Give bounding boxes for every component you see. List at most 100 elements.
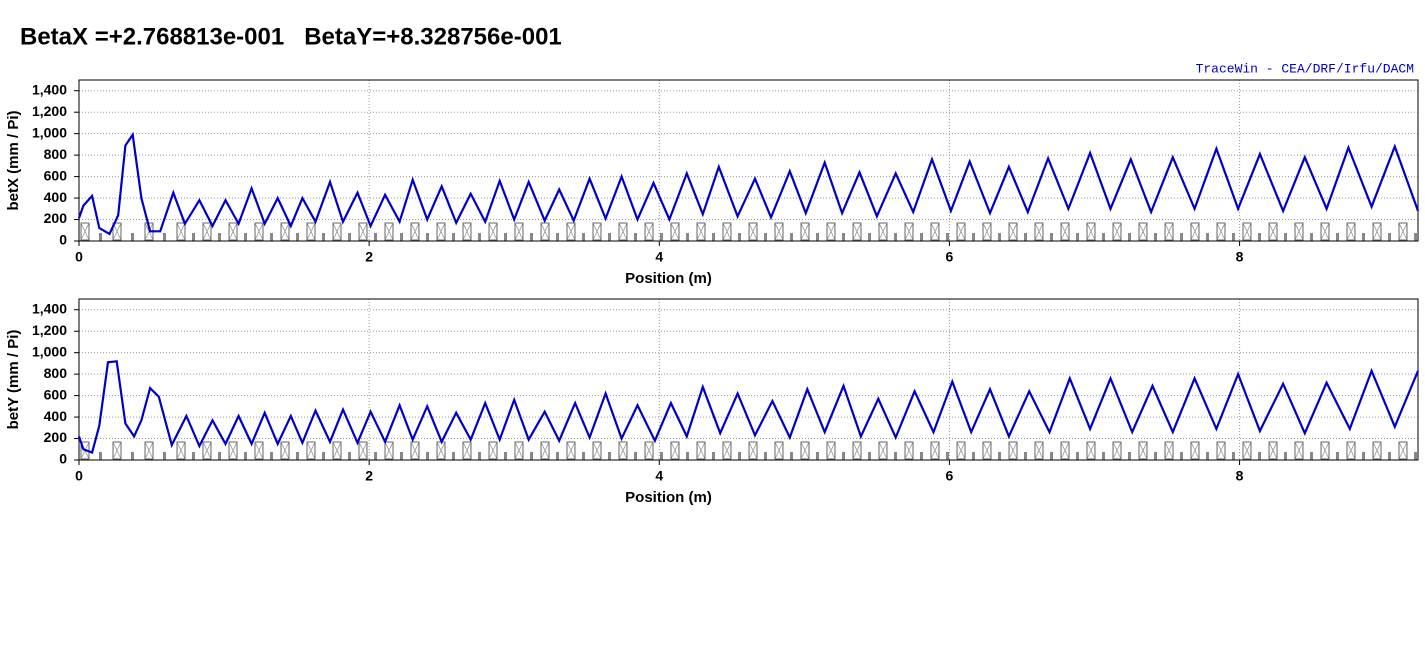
element-bar — [1284, 233, 1287, 241]
element-bar — [894, 233, 897, 241]
element-bar — [322, 452, 325, 460]
element-bar — [842, 452, 845, 460]
element-cross — [410, 441, 420, 460]
element-cross — [592, 441, 602, 460]
element-cross — [1320, 222, 1330, 241]
element-cross — [332, 441, 342, 460]
element-cross — [144, 222, 154, 241]
element-bar — [218, 233, 221, 241]
element-cross — [618, 222, 628, 241]
x-tick-label: 2 — [365, 249, 373, 265]
element-cross — [852, 441, 862, 460]
element-cross — [1346, 441, 1356, 460]
element-bar — [270, 233, 273, 241]
element-bar — [1310, 452, 1313, 460]
y-tick-label: 200 — [44, 429, 68, 445]
element-bar — [192, 452, 195, 460]
y-axis-label: betX (mm / Pi) — [5, 110, 22, 210]
element-bar — [244, 233, 247, 241]
element-bar — [1050, 233, 1053, 241]
element-cross — [930, 441, 940, 460]
element-bar — [660, 452, 663, 460]
element-bar — [131, 233, 134, 241]
element-cross — [1190, 222, 1200, 241]
element-cross — [670, 222, 680, 241]
element-bar — [868, 452, 871, 460]
element-bar — [556, 233, 559, 241]
y-tick-label: 1,000 — [32, 343, 67, 359]
element-cross — [332, 222, 342, 241]
element-cross — [800, 441, 810, 460]
element-cross — [982, 441, 992, 460]
element-bar — [1180, 233, 1183, 241]
element-cross — [618, 441, 628, 460]
element-bar — [1336, 452, 1339, 460]
y-tick-label: 800 — [44, 365, 68, 381]
element-bar — [1258, 452, 1261, 460]
element-cross — [566, 441, 576, 460]
element-bar — [1414, 452, 1417, 460]
element-cross — [904, 441, 914, 460]
element-cross — [1086, 222, 1096, 241]
plot-frame — [78, 298, 1419, 461]
element-cross — [1216, 441, 1226, 460]
element-bar — [131, 452, 134, 460]
data-line — [77, 360, 1420, 454]
element-bar — [842, 233, 845, 241]
element-bar — [504, 233, 507, 241]
x-axis-label: Position (m) — [625, 489, 712, 506]
element-cross — [280, 222, 290, 241]
element-cross — [1138, 222, 1148, 241]
element-bar — [816, 452, 819, 460]
element-cross — [1060, 222, 1070, 241]
element-cross — [228, 441, 238, 460]
element-bar — [1128, 452, 1131, 460]
element-bar — [1024, 233, 1027, 241]
element-bar — [738, 452, 741, 460]
element-cross — [1242, 441, 1252, 460]
element-cross — [1320, 441, 1330, 460]
element-cross — [80, 222, 90, 241]
element-bar — [322, 233, 325, 241]
element-cross — [306, 441, 316, 460]
element-cross — [1216, 222, 1226, 241]
data-line — [77, 131, 1420, 236]
x-tick-label: 2 — [365, 468, 373, 484]
element-bar — [660, 233, 663, 241]
element-bar — [1154, 452, 1157, 460]
element-bar — [374, 233, 377, 241]
element-cross — [306, 222, 316, 241]
element-cross — [748, 441, 758, 460]
element-cross — [982, 222, 992, 241]
element-cross — [228, 222, 238, 241]
element-cross — [488, 441, 498, 460]
element-bar — [452, 233, 455, 241]
element-cross — [748, 222, 758, 241]
element-bar — [452, 452, 455, 460]
element-cross — [722, 222, 732, 241]
element-bar — [192, 233, 195, 241]
element-bar — [163, 452, 166, 460]
element-bar — [1154, 233, 1157, 241]
element-cross — [852, 222, 862, 241]
element-cross — [1112, 441, 1122, 460]
element-cross — [254, 222, 264, 241]
element-bar — [1362, 233, 1365, 241]
element-bar — [816, 233, 819, 241]
x-tick-label: 0 — [75, 468, 83, 484]
element-bar — [1336, 233, 1339, 241]
element-cross — [1034, 441, 1044, 460]
element-bar — [894, 452, 897, 460]
y-tick-label: 1,400 — [32, 81, 67, 97]
element-cross — [878, 222, 888, 241]
element-bar — [400, 233, 403, 241]
element-cross — [202, 222, 212, 241]
element-bar — [634, 233, 637, 241]
element-cross — [384, 222, 394, 241]
element-bar — [1258, 233, 1261, 241]
element-bar — [972, 452, 975, 460]
element-bar — [1180, 452, 1183, 460]
element-bar — [738, 233, 741, 241]
element-cross — [1372, 441, 1382, 460]
